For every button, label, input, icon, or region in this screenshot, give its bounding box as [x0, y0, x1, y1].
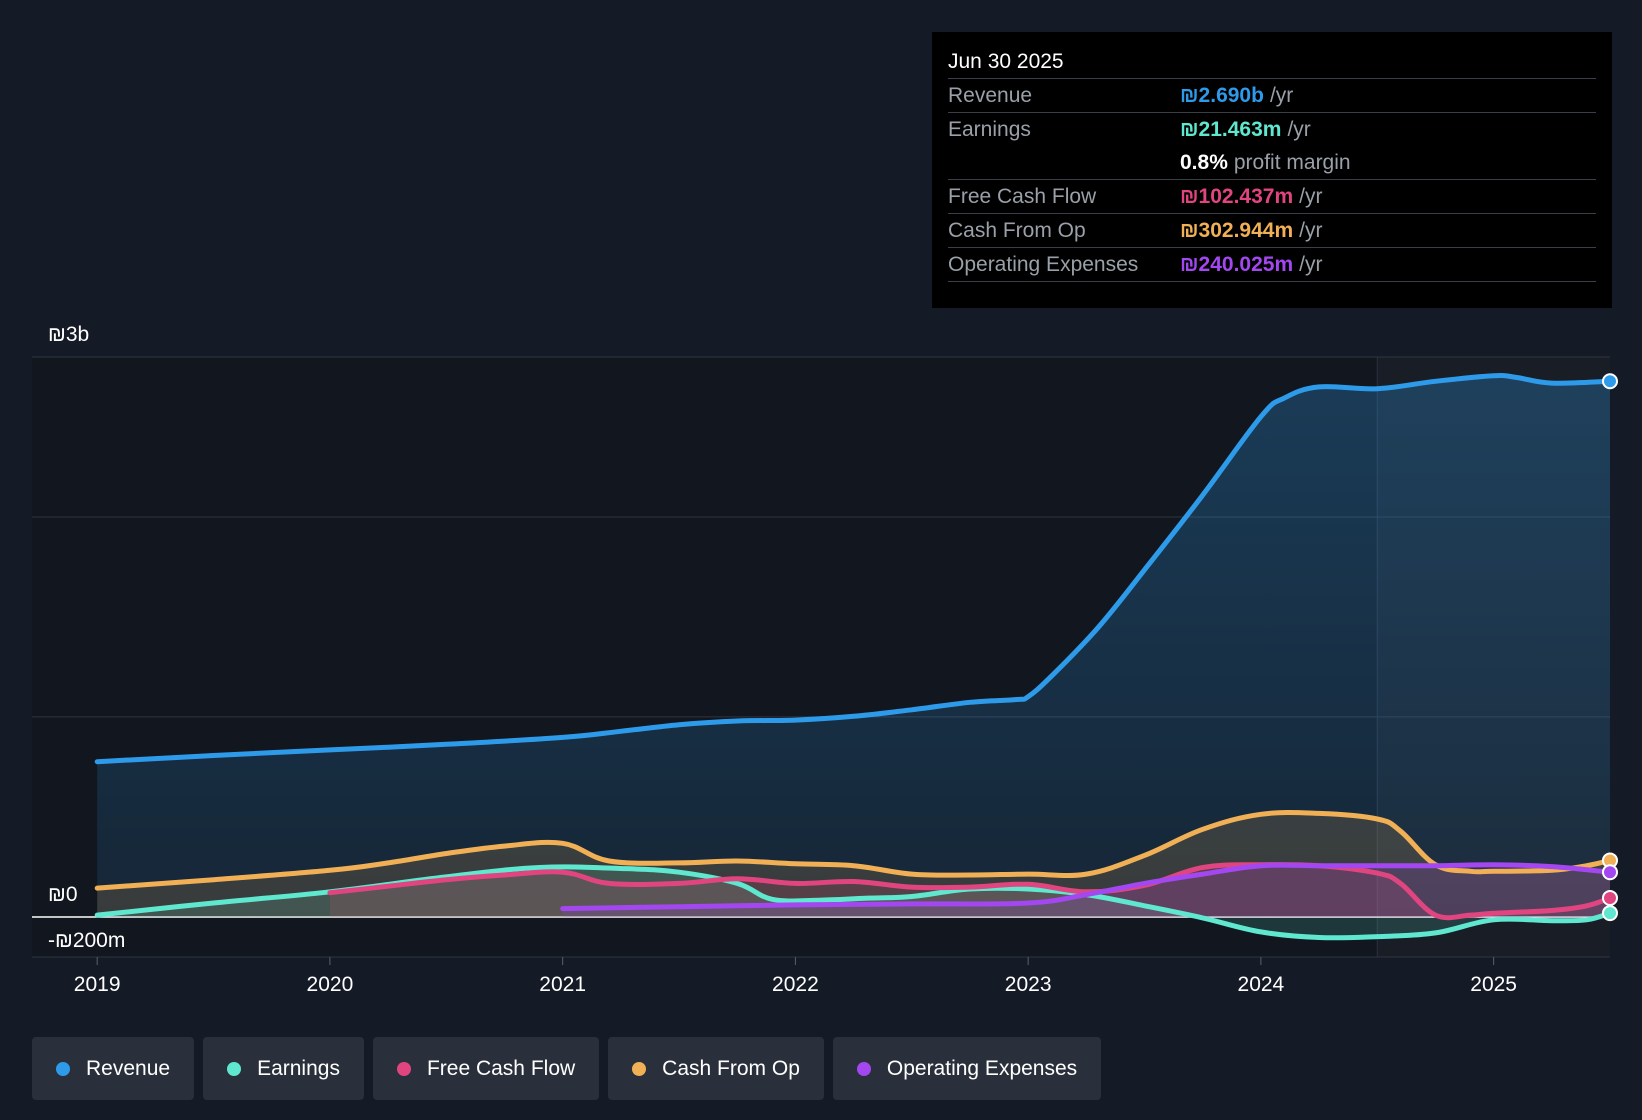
tooltip-value: ₪240.025m: [1180, 253, 1294, 276]
cash-from-op-area: [97, 812, 1611, 917]
x-tick-label: 2021: [539, 973, 586, 996]
x-tick-label: 2024: [1238, 973, 1285, 996]
tooltip-label: Operating Expenses: [948, 253, 1139, 276]
tooltip-label: Cash From Op: [948, 219, 1086, 242]
x-tick-label: 2020: [307, 973, 354, 996]
revenue-line: [94, 373, 1613, 765]
operating-expenses-area: [562, 864, 1611, 917]
tooltip-label: [948, 146, 1180, 179]
legend-item-free-cash-flow[interactable]: Free Cash Flow: [372, 1037, 600, 1100]
legend-dot-icon: [227, 1061, 242, 1076]
tooltip-row-operating-expenses: Operating Expenses ₪240.025m /yr: [948, 248, 1596, 282]
tooltip-value: 0.8%: [1180, 151, 1228, 174]
tooltip-unit: /yr: [1299, 219, 1323, 242]
legend-dot-icon: [56, 1061, 70, 1076]
tooltip-unit: /yr: [1299, 185, 1323, 208]
legend-label: Revenue: [86, 1056, 171, 1080]
tooltip-label: Free Cash Flow: [948, 185, 1097, 208]
x-tick-label: 2023: [1005, 973, 1052, 996]
tooltip-unit: /yr: [1299, 253, 1323, 276]
y-tick-label: ₪3b: [48, 323, 89, 346]
tooltip-row-profit-margin: 0.8% profit margin: [948, 146, 1596, 180]
legend-label: Cash From Op: [662, 1056, 800, 1080]
legend-label: Earnings: [257, 1056, 340, 1080]
tooltip-value: ₪21.463m: [1180, 118, 1282, 141]
x-tick-label: 2025: [1470, 973, 1517, 996]
free-cash-flow-line: [327, 861, 1613, 921]
tooltip-label: Earnings: [948, 118, 1031, 141]
legend-item-cash-from-op[interactable]: Cash From Op: [608, 1037, 824, 1100]
tooltip-unit: profit margin: [1233, 151, 1351, 174]
tooltip-unit: /yr: [1287, 118, 1311, 141]
revenue-area: [97, 375, 1611, 917]
tooltip-label: Revenue: [948, 84, 1033, 107]
tooltip-row-earnings: Earnings ₪21.463m /yr: [948, 113, 1596, 146]
operating-expenses-line: [560, 862, 1613, 912]
tooltip-row-free-cash-flow: Free Cash Flow ₪102.437m /yr: [948, 180, 1596, 214]
x-tick-label: 2019: [74, 973, 121, 996]
x-tick-label: 2022: [772, 973, 819, 996]
tooltip-panel: Jun 30 2025 Revenue ₪2.690b /yr Earnings…: [932, 32, 1612, 308]
tooltip-date: Jun 30 2025: [948, 46, 1596, 79]
legend-dot-icon: [632, 1061, 647, 1076]
free-cash-flow-end-point: [1602, 889, 1618, 906]
legend: Revenue Earnings Free Cash Flow Cash Fro…: [32, 1037, 1102, 1100]
y-tick-label: ₪0: [48, 883, 78, 906]
legend-item-revenue[interactable]: Revenue: [32, 1037, 195, 1100]
tooltip-unit: /yr: [1269, 84, 1294, 107]
tooltip-value: ₪2.690b: [1180, 84, 1264, 107]
earnings-end-point: [1602, 905, 1618, 922]
legend-label: Operating Expenses: [886, 1056, 1078, 1080]
y-tick-label: -₪200m: [48, 929, 125, 952]
legend-dot-icon: [856, 1061, 871, 1076]
tooltip-value: ₪302.944m: [1180, 219, 1294, 242]
tooltip-row-cash-from-op: Cash From Op ₪302.944m /yr: [948, 214, 1596, 248]
legend-item-earnings[interactable]: Earnings: [203, 1037, 364, 1100]
legend-dot-icon: [396, 1061, 411, 1076]
cash-from-op-line: [94, 810, 1613, 891]
earnings-line: [94, 864, 1613, 941]
legend-label: Free Cash Flow: [426, 1056, 576, 1080]
operating-expenses-end-point: [1602, 864, 1618, 881]
tooltip-value: ₪102.437m: [1180, 185, 1294, 208]
legend-item-operating-expenses[interactable]: Operating Expenses: [832, 1037, 1102, 1100]
tooltip-row-revenue: Revenue ₪2.690b /yr: [948, 79, 1596, 113]
revenue-end-point: [1602, 373, 1618, 390]
